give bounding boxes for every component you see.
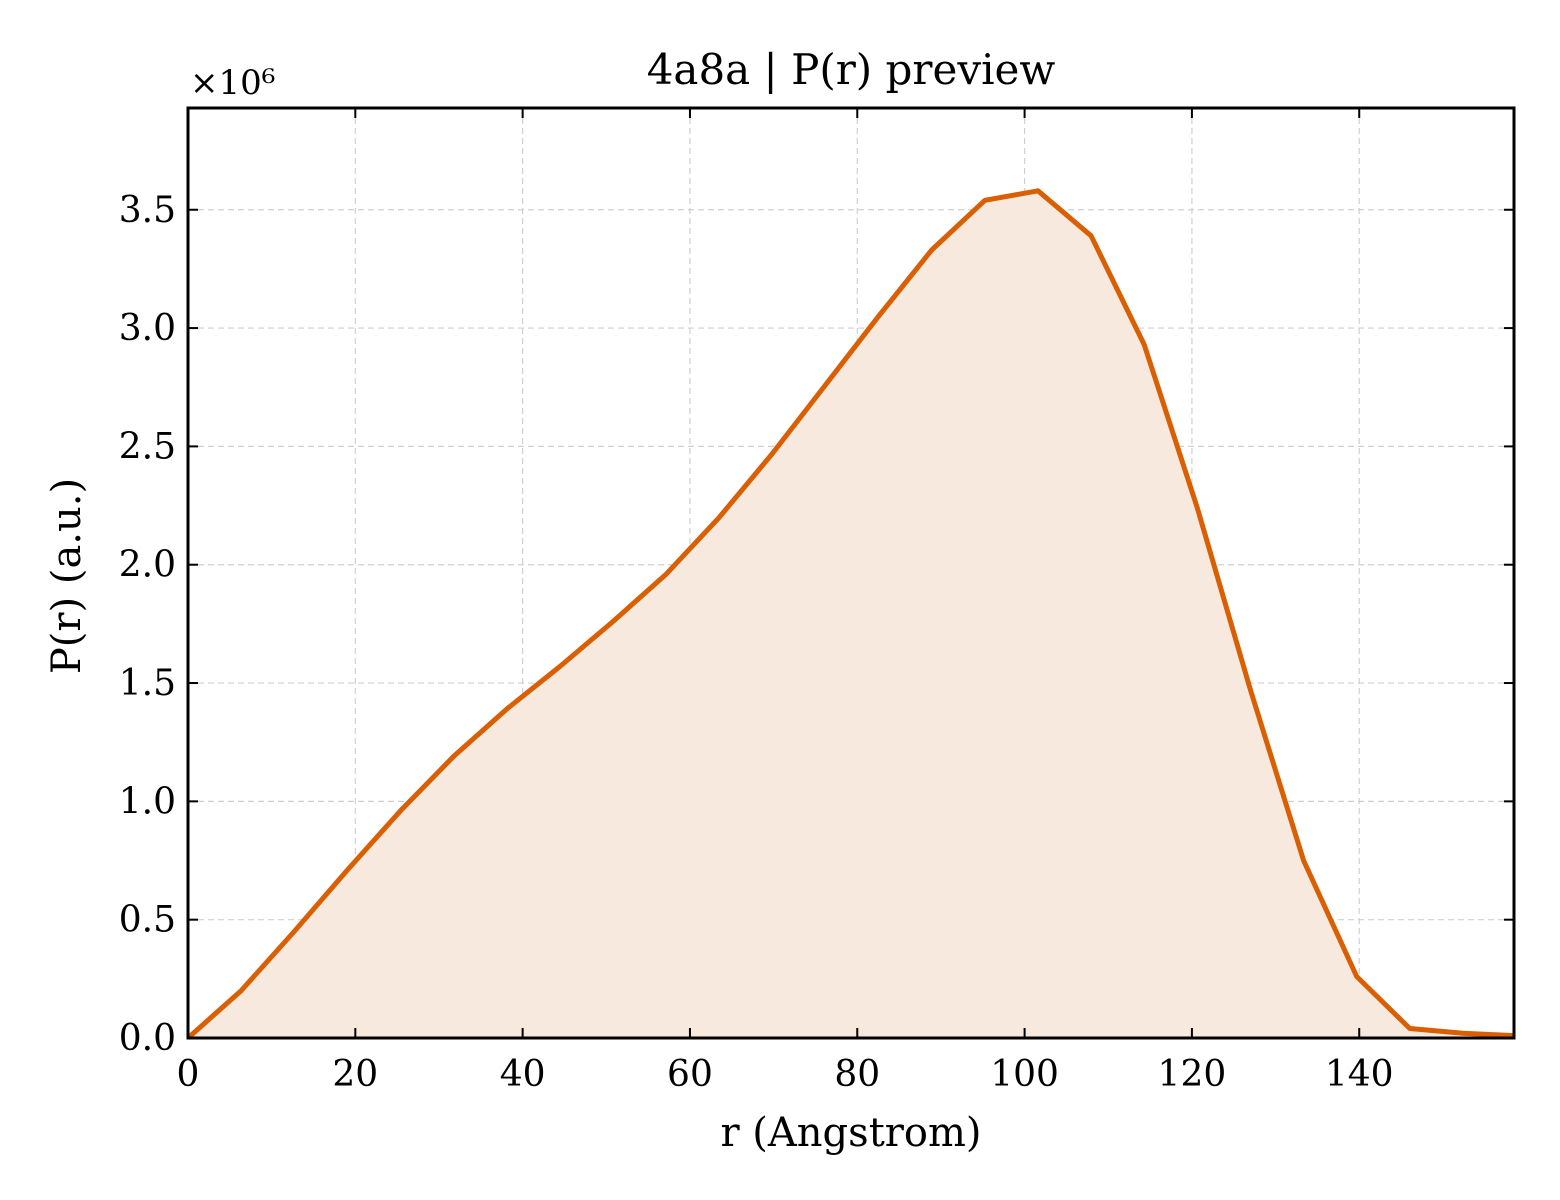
plot-frame (186, 106, 1516, 1040)
ticks: 0 20 40 60 80 100 120 140 0.0 0.5 1.0 1.5 2.0 2.5 3.0 3… (119, 108, 1514, 1095)
x-axis-label: r (Angstrom) (720, 1110, 981, 1156)
y-tick-label: 1.5 (119, 663, 176, 704)
y-axis-label: P(r) (a.u.) (44, 478, 90, 674)
y-tick-label: 2.5 (119, 426, 176, 467)
pr-line (186, 188, 1515, 1040)
x-tick-label: 40 (500, 1054, 546, 1095)
x-tick-label: 60 (667, 1054, 713, 1095)
y-tick-label: 3.0 (119, 308, 176, 349)
y-tick-label: 1.0 (119, 781, 176, 822)
x-tick-label: 20 (332, 1054, 378, 1095)
x-tick-label: 140 (1325, 1054, 1394, 1095)
y-tick-label: 0.0 (119, 1018, 176, 1059)
y-axis-offset-label: ×10⁶ (190, 63, 275, 103)
pr-area-fill (188, 190, 1514, 1039)
chart-title: 4a8a | P(r) preview (647, 45, 1056, 94)
y-tick-label: 0.5 (119, 900, 176, 941)
data-layer (186, 188, 1515, 1040)
y-tick-label: 3.5 (119, 190, 176, 231)
x-tick-label: 0 (177, 1054, 200, 1095)
x-tick-label: 120 (1158, 1054, 1227, 1095)
y-tick-label: 2.0 (119, 545, 176, 586)
x-tick-label: 100 (990, 1054, 1059, 1095)
x-tick-label: 80 (834, 1054, 880, 1095)
